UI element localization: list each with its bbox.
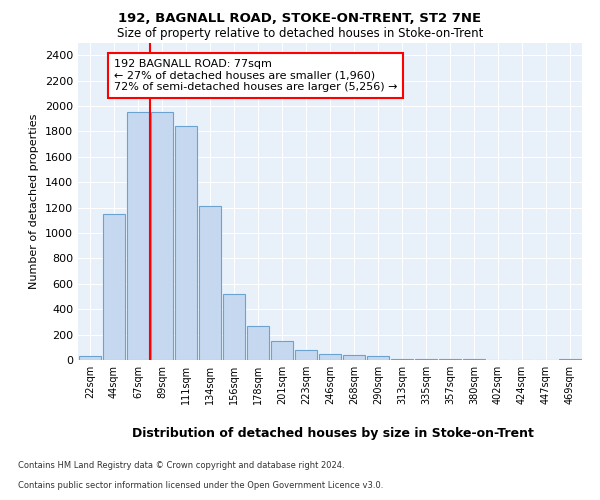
Bar	[79, 356, 101, 360]
Text: Size of property relative to detached houses in Stoke-on-Trent: Size of property relative to detached ho…	[117, 28, 483, 40]
Bar	[271, 341, 293, 360]
Text: Contains HM Land Registry data © Crown copyright and database right 2024.: Contains HM Land Registry data © Crown c…	[18, 461, 344, 470]
Text: Distribution of detached houses by size in Stoke-on-Trent: Distribution of detached houses by size …	[132, 428, 534, 440]
Bar	[103, 214, 125, 360]
Y-axis label: Number of detached properties: Number of detached properties	[29, 114, 40, 289]
Text: 192, BAGNALL ROAD, STOKE-ON-TRENT, ST2 7NE: 192, BAGNALL ROAD, STOKE-ON-TRENT, ST2 7…	[118, 12, 482, 26]
Bar	[127, 112, 149, 360]
Bar	[199, 206, 221, 360]
Bar	[295, 350, 317, 360]
Bar	[367, 356, 389, 360]
Bar	[319, 354, 341, 360]
Bar	[247, 326, 269, 360]
Bar	[391, 359, 413, 360]
Bar	[151, 112, 173, 360]
Text: Contains public sector information licensed under the Open Government Licence v3: Contains public sector information licen…	[18, 481, 383, 490]
Text: 192 BAGNALL ROAD: 77sqm
← 27% of detached houses are smaller (1,960)
72% of semi: 192 BAGNALL ROAD: 77sqm ← 27% of detache…	[114, 59, 398, 92]
Bar	[223, 294, 245, 360]
Bar	[175, 126, 197, 360]
Bar	[343, 355, 365, 360]
